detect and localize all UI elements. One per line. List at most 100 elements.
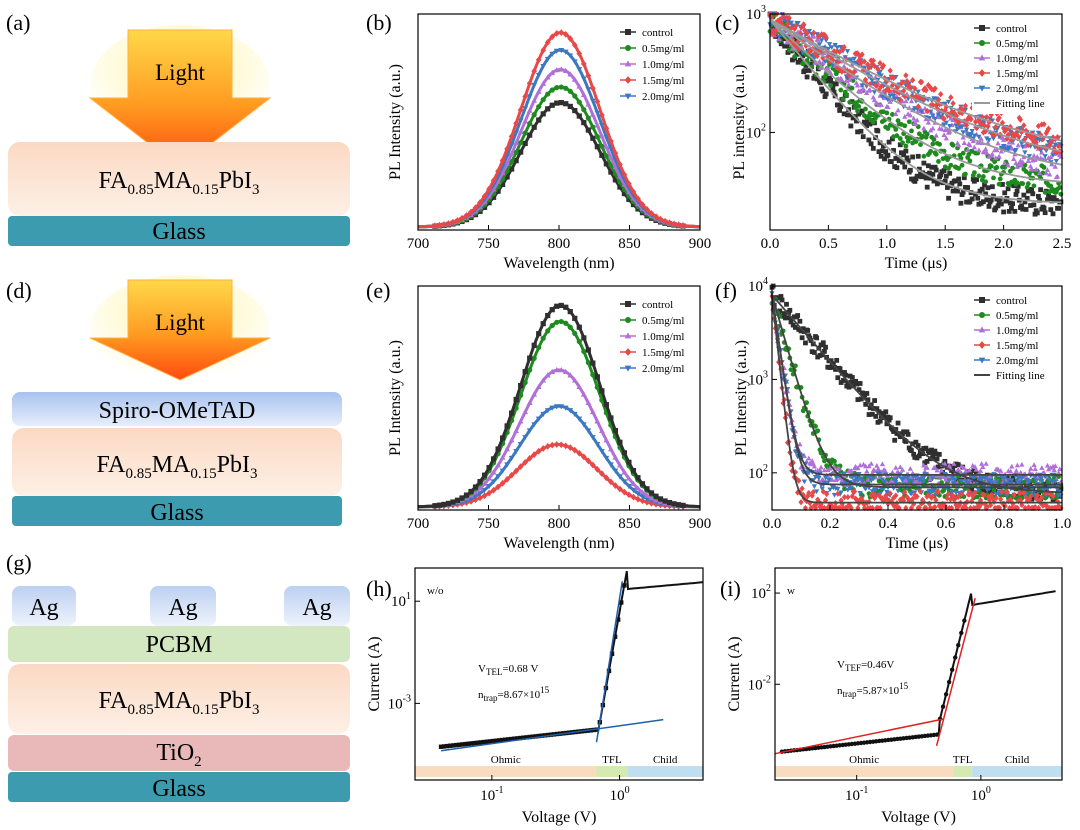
trpl-point xyxy=(915,153,921,159)
glass-layer-g xyxy=(8,772,350,802)
pl-point xyxy=(589,98,596,104)
pl-point xyxy=(490,194,497,200)
trpl-point xyxy=(1043,170,1049,176)
chart-c: 0.0 0.5 1.0 1.5 2.0 2.5 102 103 Time (μs) PL inte… xyxy=(731,4,1071,272)
trpl-point xyxy=(998,201,1004,207)
trpl-point xyxy=(1051,467,1057,472)
pl-point xyxy=(599,427,605,434)
trpl-point xyxy=(917,488,923,495)
trpl-point xyxy=(892,97,898,102)
y-axis-label: PL Intensity (a.u.) xyxy=(387,340,404,456)
y-tick-label: 103 xyxy=(748,369,768,388)
ntrap-annotation: ntrap=5.87×1015 xyxy=(837,681,909,699)
pl-point xyxy=(477,494,483,502)
region-label: Ohmic xyxy=(491,754,521,766)
trpl-point xyxy=(929,447,934,453)
light-arrow-icon xyxy=(88,29,272,169)
pl-point xyxy=(580,391,587,397)
pl-point xyxy=(540,321,546,327)
region-label: Ohmic xyxy=(849,754,879,766)
trpl-point xyxy=(941,474,947,479)
iv-point xyxy=(530,734,535,739)
trpl-point xyxy=(984,197,990,203)
trpl-point xyxy=(845,81,852,87)
pl-point xyxy=(522,93,529,100)
trpl-point xyxy=(868,478,874,484)
trpl-point xyxy=(896,158,902,164)
pl-point xyxy=(495,188,501,194)
trpl-point xyxy=(965,185,971,190)
legend-entry: 1.0mg/ml xyxy=(642,59,684,71)
trpl-point xyxy=(956,166,962,171)
trpl-point xyxy=(802,68,808,73)
trpl-point xyxy=(912,85,918,92)
trpl-point xyxy=(801,21,807,28)
iv-point xyxy=(615,617,621,622)
trpl-point xyxy=(879,461,886,467)
trpl-point xyxy=(965,480,971,486)
legend-entry: 1.0mg/ml xyxy=(642,331,684,343)
trpl-point xyxy=(1008,496,1014,503)
pl-point xyxy=(522,130,528,136)
pl-point xyxy=(558,302,564,309)
trpl-point xyxy=(930,141,936,147)
trpl-point xyxy=(838,87,844,93)
trpl-point xyxy=(786,14,792,21)
trpl-point xyxy=(984,113,990,121)
iv-point xyxy=(619,600,624,605)
trpl-point xyxy=(918,78,925,86)
trpl-point xyxy=(905,96,911,102)
pl-point xyxy=(540,411,547,418)
pl-point xyxy=(603,124,610,132)
trpl-point xyxy=(902,113,908,119)
pl-point xyxy=(576,67,583,73)
trpl-point xyxy=(946,195,951,201)
trpl-point xyxy=(1058,486,1064,492)
trpl-point xyxy=(1018,469,1024,475)
trpl-point xyxy=(949,108,955,115)
pl-point xyxy=(657,215,664,223)
pcbm-layer xyxy=(8,626,350,662)
pl-point xyxy=(486,185,492,193)
trpl-point xyxy=(1014,188,1020,194)
trpl-point xyxy=(849,375,855,380)
trpl-point xyxy=(998,468,1004,473)
iv-point xyxy=(499,737,505,743)
trpl-point xyxy=(870,119,876,125)
perovskite-layer-a xyxy=(8,142,350,216)
pl-point xyxy=(599,152,605,158)
legend-background xyxy=(972,292,1058,386)
trpl-point xyxy=(855,129,860,135)
pl-point xyxy=(571,76,578,82)
pl-point xyxy=(594,122,601,128)
x-tick-label: 1.5 xyxy=(936,236,955,252)
trpl-point xyxy=(1032,466,1038,472)
trpl-point xyxy=(792,54,798,59)
trpl-point xyxy=(815,428,821,434)
trpl-point xyxy=(873,487,879,493)
x-axis-label: Wavelength (nm) xyxy=(503,255,614,272)
trpl-point xyxy=(892,477,898,482)
trpl-point xyxy=(800,53,805,59)
pl-point xyxy=(621,450,628,456)
trpl-point xyxy=(873,413,879,419)
trpl-point xyxy=(841,63,847,69)
x-tick-label: 700 xyxy=(407,236,430,252)
trpl-point xyxy=(933,496,939,504)
trpl-point xyxy=(893,492,899,499)
trpl-point xyxy=(863,486,869,492)
pl-point xyxy=(563,320,569,326)
trpl-point xyxy=(827,465,833,471)
pl-point xyxy=(522,379,528,386)
trpl-point xyxy=(1056,205,1062,211)
pl-point xyxy=(621,488,628,496)
trpl-point xyxy=(909,478,916,484)
pl-point xyxy=(626,483,632,490)
plot-frame xyxy=(414,567,704,781)
trpl-point xyxy=(908,491,915,497)
trpl-point xyxy=(947,128,953,134)
trpl-point xyxy=(897,142,903,148)
trpl-point xyxy=(893,126,899,132)
trpl-point xyxy=(1015,183,1021,189)
trpl-point xyxy=(967,142,973,148)
